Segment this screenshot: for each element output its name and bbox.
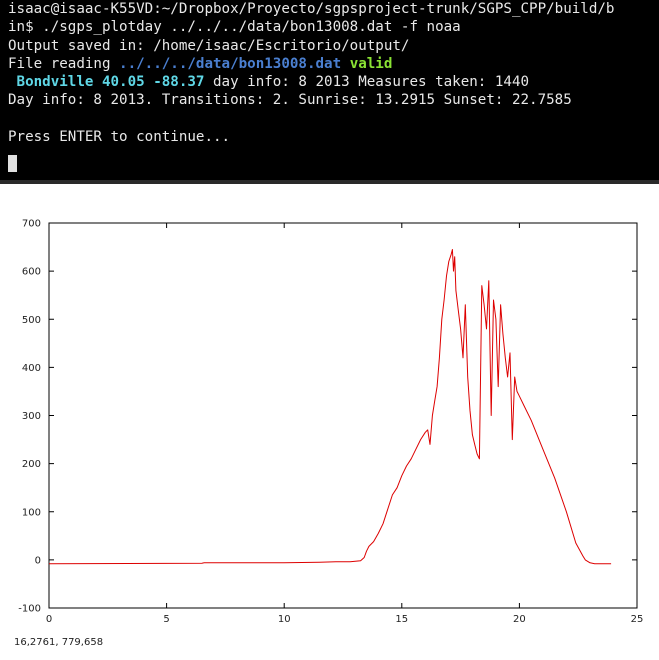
x-tick-label: 25	[631, 614, 644, 625]
terminal-border	[0, 180, 659, 184]
y-tick-label: 0	[35, 555, 41, 566]
terminal-line-output-saved: Output saved in: /home/isaac/Escritorio/…	[8, 37, 410, 54]
plot-frame	[48, 222, 638, 609]
y-tick-label: 600	[22, 267, 41, 278]
y-tick-label: 300	[22, 411, 41, 422]
terminal-line-prompt: isaac@isaac-K55VD:~/Dropbox/Proyecto/sgp…	[8, 1, 615, 17]
irradiance-chart[interactable]: 0 5 10 15 20 25 -100 0 100 200 300 400 500 600 700	[0, 184, 659, 656]
terminal-cursor	[8, 155, 17, 172]
file-reading-prefix: File reading	[8, 55, 120, 72]
terminal-window[interactable]: isaac@isaac-K55VD:~/Dropbox/Proyecto/sgp…	[0, 0, 659, 184]
terminal-line-command: in$ ./sgps_plotday ../../../data/bon1300…	[8, 19, 461, 36]
y-tick-label: 500	[22, 315, 41, 326]
x-tick-label: 15	[395, 614, 408, 625]
station-info: Bondville 40.05 -88.37	[8, 74, 205, 91]
plot-window[interactable]: 0 5 10 15 20 25 -100 0 100 200 300 400 500 600 700	[0, 184, 659, 656]
y-tick-label: 400	[22, 363, 41, 374]
terminal-line-file-reading: File reading ../../../data/bon13008.dat …	[8, 55, 659, 73]
terminal-line-blank	[8, 110, 659, 128]
terminal-line-day-info: Day info: 8 2013. Transitions: 2. Sunris…	[8, 92, 572, 109]
x-tick-label: 5	[163, 614, 169, 625]
terminal-line-press-enter: Press ENTER to continue...	[8, 129, 231, 146]
measures-info: day info: 8 2013 Measures taken: 1440	[204, 74, 530, 91]
irradiance-series-line	[48, 249, 612, 565]
mouse-coordinate-readout: 16,2761, 779,658	[14, 637, 104, 648]
x-tick-label: 20	[513, 614, 526, 625]
file-status: valid	[349, 55, 393, 72]
y-tick-label: 700	[22, 219, 41, 230]
x-tick-label: 10	[278, 614, 291, 625]
y-tick-label: -100	[18, 604, 41, 615]
y-tick-label: 200	[22, 459, 41, 470]
terminal-line-station: Bondville 40.05 -88.37 day info: 8 2013 …	[8, 73, 659, 91]
y-tick-label: 100	[22, 507, 41, 518]
x-tick-label: 0	[46, 614, 52, 625]
file-path: ../../../data/bon13008.dat	[119, 55, 342, 72]
